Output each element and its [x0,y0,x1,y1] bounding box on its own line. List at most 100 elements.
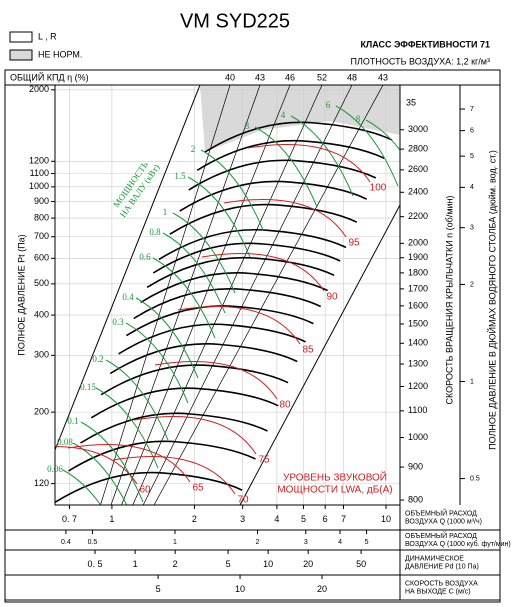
x-tick-label: 7 [341,514,346,524]
speed-curve [118,323,306,355]
x-axis-title: ВОЗДУХА Q (1000 м³/ч) [405,518,482,525]
plot-frame [54,84,401,506]
power-label: 3 [245,121,250,131]
power-label: 2 [191,144,196,154]
sound-label: 60 [139,485,151,496]
sound-line [154,361,278,400]
efficiency-label: 48 [347,72,357,82]
x-tick-label: 10 [381,514,391,524]
x-tick-label: 1 [173,539,177,546]
power-line [152,257,216,339]
rpm-tick-label: 1500 [408,318,428,328]
rpm-tick-label: 1000 [408,432,428,442]
speed-curve [179,180,368,212]
x-axis-title: ВОЗДУХА Q (1000 куб. фут/мин) [405,540,511,548]
rpm-tick-label: 1100 [408,405,427,415]
power-label: 1 [163,207,168,217]
sound-title: УРОВЕНЬ ЗВУКОВОЙ [283,471,387,484]
sound-line [112,456,236,495]
sound-label: 65 [192,483,204,494]
sound-label: 75 [258,455,270,466]
x-tick-label: 20 [317,584,327,594]
x-tick-label: 1 [133,559,138,569]
speed-curve [133,288,322,320]
y-tick-label: 2000 [29,84,49,94]
power-label: 4 [281,110,286,120]
speed-curve [188,159,377,191]
inch-axis-title: ПОЛНОЕ ДАВЛЕНИЕ В ДЮЙМАХ ВОДЯНОГО СТОЛБА… [486,150,497,450]
speed-curve [146,256,335,288]
x-tick-label: 10 [235,584,245,594]
legend-swatch [9,31,33,43]
rpm-tick-label: 1200 [408,381,428,391]
efficiency-class: КЛАСС ЭФФЕКТИВНОСТИ 71 [360,39,490,49]
rpm-tick-label: 2600 [408,164,428,174]
x-tick-label: 3 [240,514,245,524]
y-tick-label: 1200 [29,156,49,166]
power-line [254,126,318,208]
x-tick-label: 2 [173,559,178,569]
x-axis-title: ДАВЛЕНИЕ Pd (10 Па) [405,563,479,570]
power-line [62,469,102,505]
y-tick-label: 800 [34,212,49,222]
rpm-tick-label: 1300 [408,358,428,368]
x-tick-label: 4 [274,514,279,524]
power-line [187,176,251,258]
x-tick-label: 5 [156,584,161,594]
sound-label: 85 [302,345,314,356]
x-tick-label: 4 [338,539,342,546]
x-tick-label: 10 [263,559,273,569]
rpm-tick-label: 1600 [408,300,428,310]
x-tick-label: 6 [323,514,328,524]
y-tick-label: 900 [34,196,49,206]
rpm-tick-label: 2400 [408,187,428,197]
speed-curve [90,387,279,419]
y-tick-label: 120 [34,478,49,488]
power-label: 0.6 [139,252,151,262]
speed-curve [196,139,385,171]
power-label: 0.4 [122,292,134,302]
power-line [135,297,199,379]
y-tick-label: 1100 [30,168,49,178]
sound-line [177,306,301,345]
x-tick-label: 5 [365,539,369,546]
efficiency-line [153,85,384,505]
speed-curve [169,203,358,235]
speed-curve [125,305,314,337]
efficiency-line [132,85,323,505]
x-axis-title: НА ВЫХОДЕ C (м/с) [405,588,471,595]
air-density: ПЛОТНОСТЬ ВОЗДУХА: 1,2 кг/м³ [351,56,490,66]
sound-line [201,253,325,292]
rpm-tick-label: 3000 [408,124,428,134]
rpm-tick-label: 1400 [408,338,428,348]
x-tick-label: 2 [192,514,197,524]
power-line [200,149,264,231]
sound-label: 70 [237,495,249,506]
sound-line [67,444,191,483]
power-label: 0.8 [149,227,161,237]
x-tick-label: 50 [356,559,366,569]
y-tick-label: 200 [34,406,49,416]
efficiency-label: 40 [225,72,235,82]
sound-title: МОЩНОСТИ LWA, дБ(A) [277,485,392,496]
rpm-tick-label: 900 [408,461,423,471]
sound-label: 80 [279,400,291,411]
x-tick-label: 2 [256,539,260,546]
y-tick-label: 300 [34,350,49,360]
boundary [55,85,201,451]
power-line [72,442,128,505]
x-tick-label: 0. 5 [88,559,103,569]
y-tick-label: 500 [34,278,49,288]
y-tick-label: 700 [34,231,49,241]
speed-curve [109,343,298,375]
power-label: 1.5 [174,171,186,181]
inch-tick-label: 0.5 [470,475,480,482]
power-line [290,115,354,197]
rpm-tick-label: 2000 [408,238,428,248]
efficiency-label: 52 [317,72,327,82]
sound-label: 100 [370,183,387,194]
x-axis-title: ДИНАМИЧЕСКОЕ [405,555,464,562]
efficiency-label: 43 [378,72,388,82]
x-tick-label: 3 [304,539,308,546]
